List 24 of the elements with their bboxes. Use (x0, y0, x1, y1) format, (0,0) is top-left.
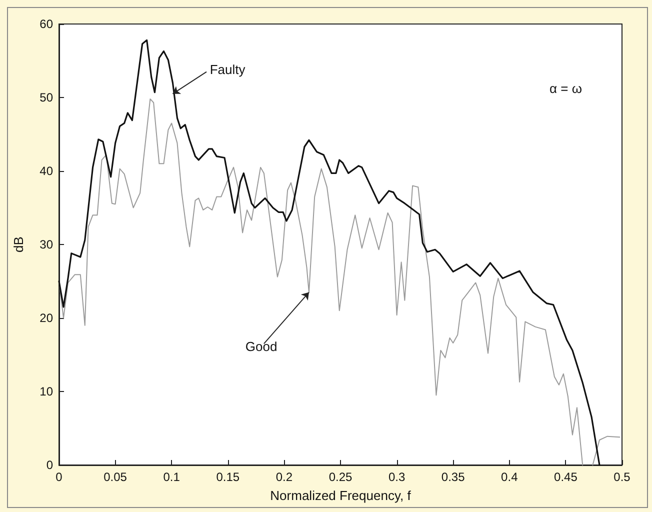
y-tick-label: 20 (40, 311, 54, 325)
x-tick-label: 0.5 (614, 470, 631, 484)
y-tick-label: 60 (40, 17, 54, 31)
y-tick-label: 50 (40, 90, 54, 104)
x-axis-title: Normalized Frequency, f (270, 488, 412, 503)
y-tick-label: 30 (40, 238, 54, 252)
x-tick-label: 0.35 (441, 470, 466, 484)
annotation: Good (245, 339, 278, 354)
annotation: Faulty (210, 62, 246, 78)
line-series (58, 39, 600, 466)
x-tick-label: 0.15 (216, 470, 240, 484)
x-tick-label: 0.25 (328, 470, 352, 484)
y-axis-title: dB (11, 236, 26, 252)
annotation: α = ω (550, 81, 582, 96)
x-tick-label: 0.05 (104, 470, 128, 484)
y-tick-label: 10 (40, 384, 54, 398)
x-tick-label: 0.4 (501, 470, 518, 484)
y-tick-label: 40 (40, 164, 54, 178)
x-tick-label: 0.3 (388, 470, 406, 484)
x-tick-label: 0.2 (276, 470, 293, 484)
y-tick-label: 0 (46, 458, 54, 472)
x-tick-label: 0.1 (163, 470, 180, 484)
x-tick-label: 0.45 (554, 470, 578, 484)
x-tick-label: 0 (56, 470, 63, 484)
